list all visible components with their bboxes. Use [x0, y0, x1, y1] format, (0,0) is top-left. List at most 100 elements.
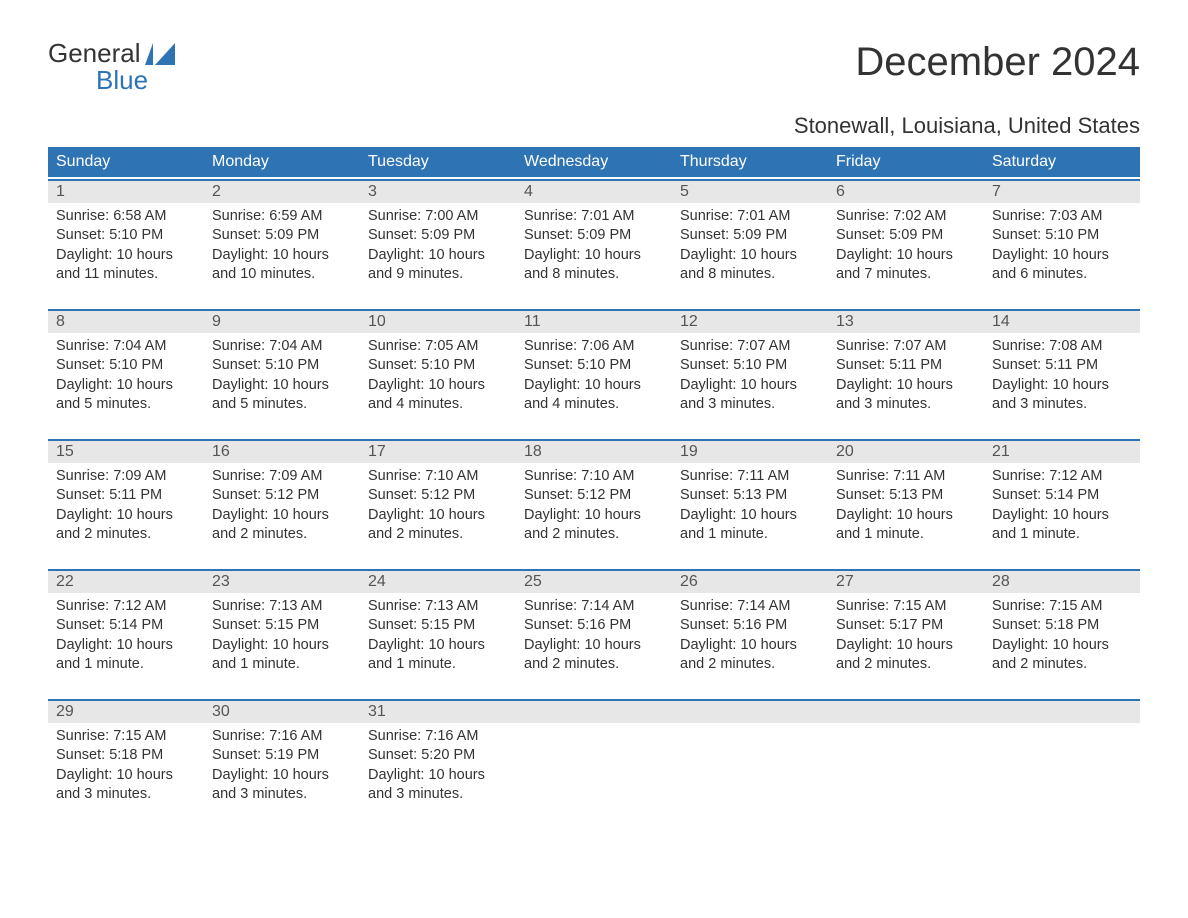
daylight-text: Daylight: 10 hours [524, 376, 664, 396]
daylight-text: and 3 minutes. [680, 395, 820, 415]
daylight-text: and 8 minutes. [524, 265, 664, 285]
sunrise-text: Sunrise: 7:14 AM [680, 597, 820, 617]
sunset-text: Sunset: 5:17 PM [836, 616, 976, 636]
calendar-day: 2Sunrise: 6:59 AMSunset: 5:09 PMDaylight… [204, 181, 360, 307]
day-body: Sunrise: 7:12 AMSunset: 5:14 PMDaylight:… [984, 463, 1140, 545]
calendar-week: 1Sunrise: 6:58 AMSunset: 5:10 PMDaylight… [48, 179, 1140, 307]
sunset-text: Sunset: 5:09 PM [212, 226, 352, 246]
daylight-text: and 1 minute. [368, 655, 508, 675]
daylight-text: Daylight: 10 hours [212, 636, 352, 656]
day-body: Sunrise: 7:09 AMSunset: 5:12 PMDaylight:… [204, 463, 360, 545]
sunset-text: Sunset: 5:16 PM [524, 616, 664, 636]
day-number: 24 [360, 571, 516, 593]
daylight-text: and 2 minutes. [992, 655, 1132, 675]
sunset-text: Sunset: 5:15 PM [368, 616, 508, 636]
sunset-text: Sunset: 5:10 PM [56, 356, 196, 376]
sunrise-text: Sunrise: 7:15 AM [992, 597, 1132, 617]
sunset-text: Sunset: 5:11 PM [56, 486, 196, 506]
daylight-text: and 2 minutes. [56, 525, 196, 545]
sunset-text: Sunset: 5:09 PM [680, 226, 820, 246]
daylight-text: and 5 minutes. [212, 395, 352, 415]
daylight-text: Daylight: 10 hours [836, 376, 976, 396]
day-number: 2 [204, 181, 360, 203]
sunrise-text: Sunrise: 7:16 AM [212, 727, 352, 747]
daylight-text: and 2 minutes. [368, 525, 508, 545]
calendar-day: 18Sunrise: 7:10 AMSunset: 5:12 PMDayligh… [516, 441, 672, 567]
day-body: Sunrise: 7:12 AMSunset: 5:14 PMDaylight:… [48, 593, 204, 675]
day-body [828, 723, 984, 727]
day-number: 10 [360, 311, 516, 333]
daylight-text: and 3 minutes. [368, 785, 508, 805]
day-body: Sunrise: 7:01 AMSunset: 5:09 PMDaylight:… [516, 203, 672, 285]
calendar-day: 6Sunrise: 7:02 AMSunset: 5:09 PMDaylight… [828, 181, 984, 307]
day-number: 3 [360, 181, 516, 203]
logo-text-2: Blue [48, 67, 175, 94]
sunset-text: Sunset: 5:16 PM [680, 616, 820, 636]
logo-text-1: General [48, 40, 141, 67]
daylight-text: and 9 minutes. [368, 265, 508, 285]
day-body: Sunrise: 7:07 AMSunset: 5:10 PMDaylight:… [672, 333, 828, 415]
sunrise-text: Sunrise: 7:13 AM [368, 597, 508, 617]
daylight-text: Daylight: 10 hours [680, 506, 820, 526]
daylight-text: Daylight: 10 hours [836, 636, 976, 656]
day-body: Sunrise: 7:11 AMSunset: 5:13 PMDaylight:… [828, 463, 984, 545]
calendar-day: 20Sunrise: 7:11 AMSunset: 5:13 PMDayligh… [828, 441, 984, 567]
daylight-text: and 2 minutes. [680, 655, 820, 675]
sunrise-text: Sunrise: 7:06 AM [524, 337, 664, 357]
weekday-header: Sunday [48, 147, 204, 177]
daylight-text: Daylight: 10 hours [524, 636, 664, 656]
day-body: Sunrise: 7:09 AMSunset: 5:11 PMDaylight:… [48, 463, 204, 545]
sunrise-text: Sunrise: 7:05 AM [368, 337, 508, 357]
day-body: Sunrise: 7:15 AMSunset: 5:17 PMDaylight:… [828, 593, 984, 675]
calendar-week: 29Sunrise: 7:15 AMSunset: 5:18 PMDayligh… [48, 699, 1140, 827]
day-body: Sunrise: 7:15 AMSunset: 5:18 PMDaylight:… [984, 593, 1140, 675]
calendar-day: 27Sunrise: 7:15 AMSunset: 5:17 PMDayligh… [828, 571, 984, 697]
day-number: 6 [828, 181, 984, 203]
day-number: 26 [672, 571, 828, 593]
sunrise-text: Sunrise: 7:16 AM [368, 727, 508, 747]
daylight-text: and 3 minutes. [836, 395, 976, 415]
day-body: Sunrise: 7:10 AMSunset: 5:12 PMDaylight:… [360, 463, 516, 545]
day-number: 20 [828, 441, 984, 463]
daylight-text: and 2 minutes. [524, 525, 664, 545]
day-number: 21 [984, 441, 1140, 463]
day-number: 28 [984, 571, 1140, 593]
sunrise-text: Sunrise: 7:15 AM [56, 727, 196, 747]
daylight-text: and 11 minutes. [56, 265, 196, 285]
day-number: 31 [360, 701, 516, 723]
calendar-day: 15Sunrise: 7:09 AMSunset: 5:11 PMDayligh… [48, 441, 204, 567]
sunset-text: Sunset: 5:09 PM [368, 226, 508, 246]
daylight-text: Daylight: 10 hours [56, 246, 196, 266]
daylight-text: and 3 minutes. [992, 395, 1132, 415]
daylight-text: Daylight: 10 hours [992, 506, 1132, 526]
daylight-text: and 8 minutes. [680, 265, 820, 285]
sunset-text: Sunset: 5:10 PM [56, 226, 196, 246]
day-body: Sunrise: 7:14 AMSunset: 5:16 PMDaylight:… [516, 593, 672, 675]
day-number [672, 701, 828, 723]
calendar-day: 31Sunrise: 7:16 AMSunset: 5:20 PMDayligh… [360, 701, 516, 827]
calendar-day: 1Sunrise: 6:58 AMSunset: 5:10 PMDaylight… [48, 181, 204, 307]
daylight-text: Daylight: 10 hours [212, 376, 352, 396]
sunrise-text: Sunrise: 7:03 AM [992, 207, 1132, 227]
sunset-text: Sunset: 5:10 PM [680, 356, 820, 376]
calendar-day: 17Sunrise: 7:10 AMSunset: 5:12 PMDayligh… [360, 441, 516, 567]
day-number: 25 [516, 571, 672, 593]
day-number: 16 [204, 441, 360, 463]
sunrise-text: Sunrise: 7:04 AM [212, 337, 352, 357]
calendar-day [516, 701, 672, 827]
daylight-text: and 7 minutes. [836, 265, 976, 285]
day-number: 11 [516, 311, 672, 333]
sunset-text: Sunset: 5:10 PM [368, 356, 508, 376]
month-title: December 2024 [855, 40, 1140, 85]
calendar: Sunday Monday Tuesday Wednesday Thursday… [48, 147, 1140, 827]
calendar-day: 14Sunrise: 7:08 AMSunset: 5:11 PMDayligh… [984, 311, 1140, 437]
sunset-text: Sunset: 5:09 PM [836, 226, 976, 246]
sunset-text: Sunset: 5:12 PM [524, 486, 664, 506]
sunrise-text: Sunrise: 7:10 AM [368, 467, 508, 487]
sunrise-text: Sunrise: 7:09 AM [212, 467, 352, 487]
daylight-text: Daylight: 10 hours [56, 766, 196, 786]
daylight-text: Daylight: 10 hours [368, 636, 508, 656]
sunrise-text: Sunrise: 7:12 AM [992, 467, 1132, 487]
sunrise-text: Sunrise: 7:12 AM [56, 597, 196, 617]
calendar-day: 29Sunrise: 7:15 AMSunset: 5:18 PMDayligh… [48, 701, 204, 827]
